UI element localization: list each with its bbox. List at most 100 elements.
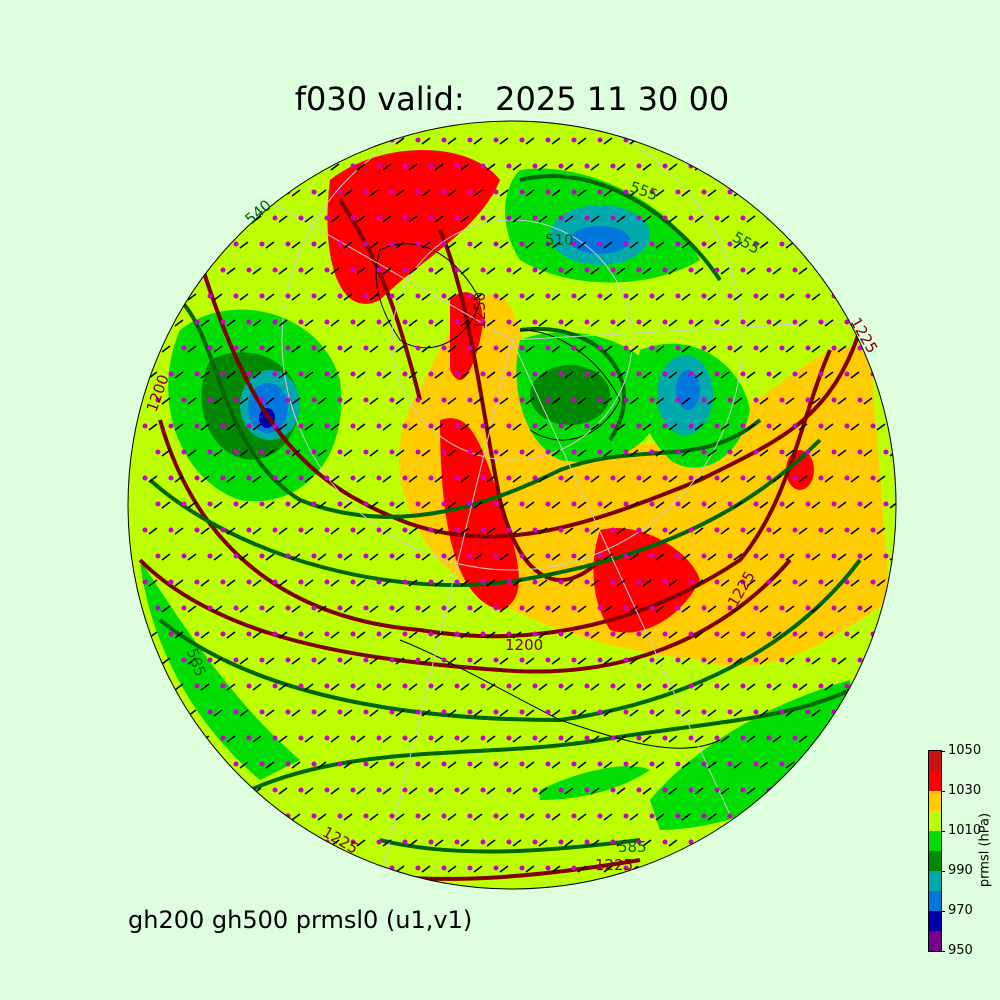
wind-dot [402, 839, 408, 845]
wind-barb [824, 267, 834, 275]
wind-barb [681, 241, 691, 249]
wind-barb [512, 735, 522, 743]
wind-barb [669, 892, 677, 898]
wind-dot [181, 501, 187, 507]
wind-barb [434, 267, 444, 275]
wind-dot [701, 137, 707, 143]
wind-barb [252, 475, 262, 483]
wind-barb [694, 319, 704, 327]
wind-dot [363, 397, 369, 403]
wind-dot [168, 163, 174, 169]
wind-barb [681, 449, 691, 457]
wind-barb [538, 683, 548, 691]
wind-dot [246, 683, 252, 689]
wind-barb [460, 163, 470, 171]
wind-barb [395, 241, 405, 249]
wind-barb [889, 501, 896, 509]
wind-dot [857, 189, 863, 195]
wind-dot [272, 423, 278, 429]
wind-barb [863, 709, 873, 717]
wind-dot [259, 449, 265, 455]
wind-barb [161, 657, 171, 665]
wind-barb [850, 839, 860, 847]
wind-dot [259, 761, 265, 767]
wind-barb [382, 371, 392, 379]
wind-dot [168, 579, 174, 585]
wind-dot [753, 293, 759, 299]
wind-dot [623, 553, 629, 559]
wind-dot [701, 241, 707, 247]
wind-dot [792, 839, 798, 845]
wind-barb [837, 137, 847, 145]
wind-barb [577, 293, 587, 301]
wind-dot [571, 761, 577, 767]
wind-dot [363, 657, 369, 663]
wind-dot [506, 371, 512, 377]
wind-dot [844, 839, 850, 845]
wind-barb [460, 215, 470, 223]
wind-dot [428, 163, 434, 169]
wind-dot [506, 475, 512, 481]
wind-dot [285, 553, 291, 559]
wind-dot [233, 865, 239, 871]
wind-dot [376, 319, 382, 325]
wind-barb [643, 892, 651, 898]
wind-dot [389, 813, 395, 819]
wind-dot [155, 605, 161, 611]
wind-barb [278, 787, 288, 795]
wind-barb [330, 579, 340, 587]
wind-dot [194, 267, 200, 273]
wind-barb [577, 137, 587, 145]
wind-barb [330, 423, 340, 431]
wind-dot [610, 163, 616, 169]
wind-dot [636, 319, 642, 325]
wind-dot [818, 423, 824, 429]
wind-barb [903, 736, 911, 742]
wind-dot [636, 839, 642, 845]
wind-barb [707, 605, 717, 613]
wind-barb [668, 735, 678, 743]
wind-dot [597, 657, 603, 663]
wind-dot [831, 657, 837, 663]
wind-barb [863, 761, 873, 769]
wind-dot [870, 839, 876, 845]
wind-dot [168, 371, 174, 377]
wind-dot [402, 423, 408, 429]
wind-barb [590, 787, 600, 795]
wind-dot [207, 397, 213, 403]
wind-barb [655, 501, 665, 509]
wind-barb [603, 761, 613, 769]
wind-dot [637, 892, 642, 897]
wind-barb [889, 865, 896, 873]
wind-barb [759, 449, 769, 457]
wind-barb [317, 397, 327, 405]
wind-barb [863, 137, 873, 145]
wind-barb [265, 345, 275, 353]
wind-dot [389, 293, 395, 299]
wind-dot [714, 631, 720, 637]
wind-dot [181, 449, 187, 455]
wind-dot [324, 683, 330, 689]
wind-barb [525, 137, 535, 145]
wind-dot [155, 813, 161, 819]
wind-dot [870, 423, 876, 429]
wind-barb [798, 579, 808, 587]
wind-barb [213, 137, 223, 145]
wind-dot [831, 449, 837, 455]
wind-barb [629, 605, 639, 613]
wind-dot [558, 527, 564, 533]
wind-barb [304, 579, 314, 587]
wind-dot [636, 163, 642, 169]
wind-barb [903, 528, 911, 534]
wind-barb [343, 397, 353, 405]
wind-barb [421, 345, 431, 353]
wind-dot [519, 865, 525, 871]
wind-dot [454, 839, 460, 845]
wind-dot [506, 683, 512, 689]
wind-barb [395, 813, 405, 821]
wind-dot [181, 345, 187, 351]
wind-barb [408, 475, 418, 483]
wind-barb [824, 423, 834, 431]
wind-barb [239, 397, 249, 405]
wind-barb [564, 475, 574, 483]
